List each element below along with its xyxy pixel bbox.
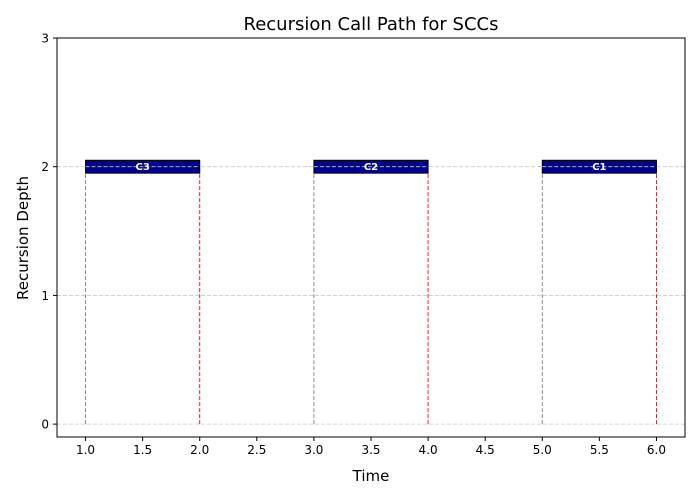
x-tick-label-4: 3.0 [304, 443, 323, 457]
x-tick-label-2: 2.0 [190, 443, 209, 457]
y-axis-label: Recursion Depth [14, 176, 32, 300]
bar-label-C3: C3 [135, 162, 149, 173]
x-tick-label-1: 1.5 [133, 443, 152, 457]
grid-layer [57, 37, 685, 425]
y-tick-label-0: 0 [41, 418, 49, 432]
bars-layer: C3 C2 C1 [85, 159, 657, 174]
y-tick-label-1: 1 [41, 289, 49, 303]
bar-label-C1: C1 [592, 162, 606, 173]
chart-title: Recursion Call Path for SCCs [244, 14, 499, 35]
x-ticks: 1.0 1.5 2.0 2.5 3.0 3.5 4.0 4.5 5.0 5.5 6.0 [76, 437, 666, 457]
x-tick-label-3: 2.5 [247, 443, 266, 457]
x-tick-label-10: 6.0 [647, 443, 666, 457]
x-tick-label-5: 3.5 [361, 443, 380, 457]
x-tick-label-8: 5.0 [533, 443, 552, 457]
y-tick-label-3: 3 [41, 32, 49, 46]
x-axis-label: Time [352, 467, 390, 485]
x-tick-label-9: 5.5 [590, 443, 609, 457]
plot-frame [56, 37, 686, 438]
event-lines-layer [85, 173, 657, 425]
bar-label-C2: C2 [364, 162, 378, 173]
x-tick-label-6: 4.0 [419, 443, 438, 457]
x-tick-label-7: 4.5 [476, 443, 495, 457]
x-tick-label-0: 1.0 [76, 443, 95, 457]
y-ticks: 0 1 2 3 [41, 32, 57, 432]
y-tick-label-2: 2 [41, 160, 49, 174]
